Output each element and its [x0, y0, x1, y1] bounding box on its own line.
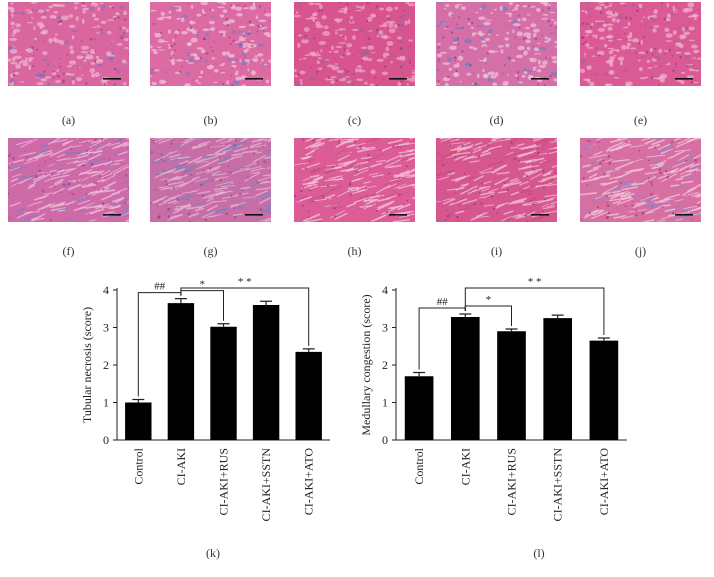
bar [450, 317, 480, 440]
micrograph-i [436, 138, 557, 222]
micrograph-label-i: (i) [490, 244, 503, 258]
y-tick-label: 3 [103, 321, 109, 335]
micrograph-label-b: (b) [203, 113, 218, 127]
chart-label-l: (l) [533, 546, 545, 560]
y-tick-label: 4 [382, 283, 388, 297]
bar [210, 326, 237, 440]
x-tick-label: Control [412, 447, 426, 484]
error-bar [174, 298, 187, 304]
micrograph-c [294, 2, 415, 86]
y-tick-label: 0 [382, 433, 388, 447]
y-tick-label: 4 [103, 283, 109, 297]
micrograph-label-a: (a) [61, 113, 76, 127]
bar [252, 305, 280, 440]
significance-label: * * [238, 276, 252, 288]
x-tick-label: CI-AKI+SSTN [551, 448, 565, 522]
significance-label: ## [154, 281, 166, 293]
micrograph-b [150, 2, 271, 86]
micrograph-label-h: (h) [347, 244, 362, 258]
y-tick-label: 3 [382, 321, 388, 335]
y-tick-label: 1 [103, 396, 109, 410]
error-bar [132, 398, 145, 403]
micrograph-j [580, 138, 701, 222]
error-bar [597, 337, 610, 341]
error-bar [217, 323, 230, 327]
error-bar [551, 314, 564, 319]
micrograph-label-j: (j) [634, 244, 647, 258]
x-tick-label: CI-AKI+RUS [217, 448, 231, 515]
x-tick-label: CI-AKI [174, 448, 188, 485]
micrograph-label-g: (g) [203, 244, 218, 258]
micrograph-a [8, 2, 129, 86]
y-axis-label: Medullary congestion (score) [359, 294, 373, 435]
significance-label: ## [437, 296, 449, 308]
micrograph-d [436, 2, 557, 86]
bar [543, 318, 573, 440]
y-tick-label: 2 [382, 358, 388, 372]
micrograph-label-f: (f) [62, 244, 75, 258]
micrograph-e [580, 2, 701, 86]
y-tick-label: 2 [103, 358, 109, 372]
micrograph-label-e: (e) [633, 113, 648, 127]
y-tick-label: 0 [103, 433, 109, 447]
x-tick-label: CI-AKI+ATO [302, 448, 316, 516]
x-tick-label: Control [131, 447, 145, 484]
bar [497, 331, 526, 440]
bar [589, 340, 619, 440]
significance-label: * [486, 294, 492, 306]
micrograph-h [294, 138, 415, 222]
y-axis-label: Tubular necrosis (score) [80, 307, 94, 423]
x-tick-label: CI-AKI+ATO [597, 448, 611, 516]
bar [167, 303, 195, 440]
micrograph-label-d: (d) [489, 113, 504, 127]
micrograph-f [8, 138, 129, 222]
significance-label: * * [528, 276, 542, 288]
x-tick-label: CI-AKI+SSTN [259, 448, 273, 522]
y-tick-label: 1 [382, 396, 388, 410]
significance-label: * [199, 279, 205, 291]
chart-label-k: (k) [206, 546, 220, 560]
significance-bracket [180, 287, 310, 346]
bar [404, 376, 434, 440]
micrograph-label-c: (c) [347, 113, 362, 127]
bar [295, 351, 322, 440]
error-bar [505, 328, 518, 332]
significance-bracket [464, 287, 605, 335]
error-bar [260, 300, 273, 305]
x-tick-label: CI-AKI+RUS [505, 448, 519, 515]
error-bar [302, 348, 315, 352]
micrograph-g [150, 138, 271, 222]
error-bar [459, 313, 472, 317]
bar [125, 402, 152, 440]
error-bar [413, 371, 426, 377]
x-tick-label: CI-AKI [458, 448, 472, 485]
